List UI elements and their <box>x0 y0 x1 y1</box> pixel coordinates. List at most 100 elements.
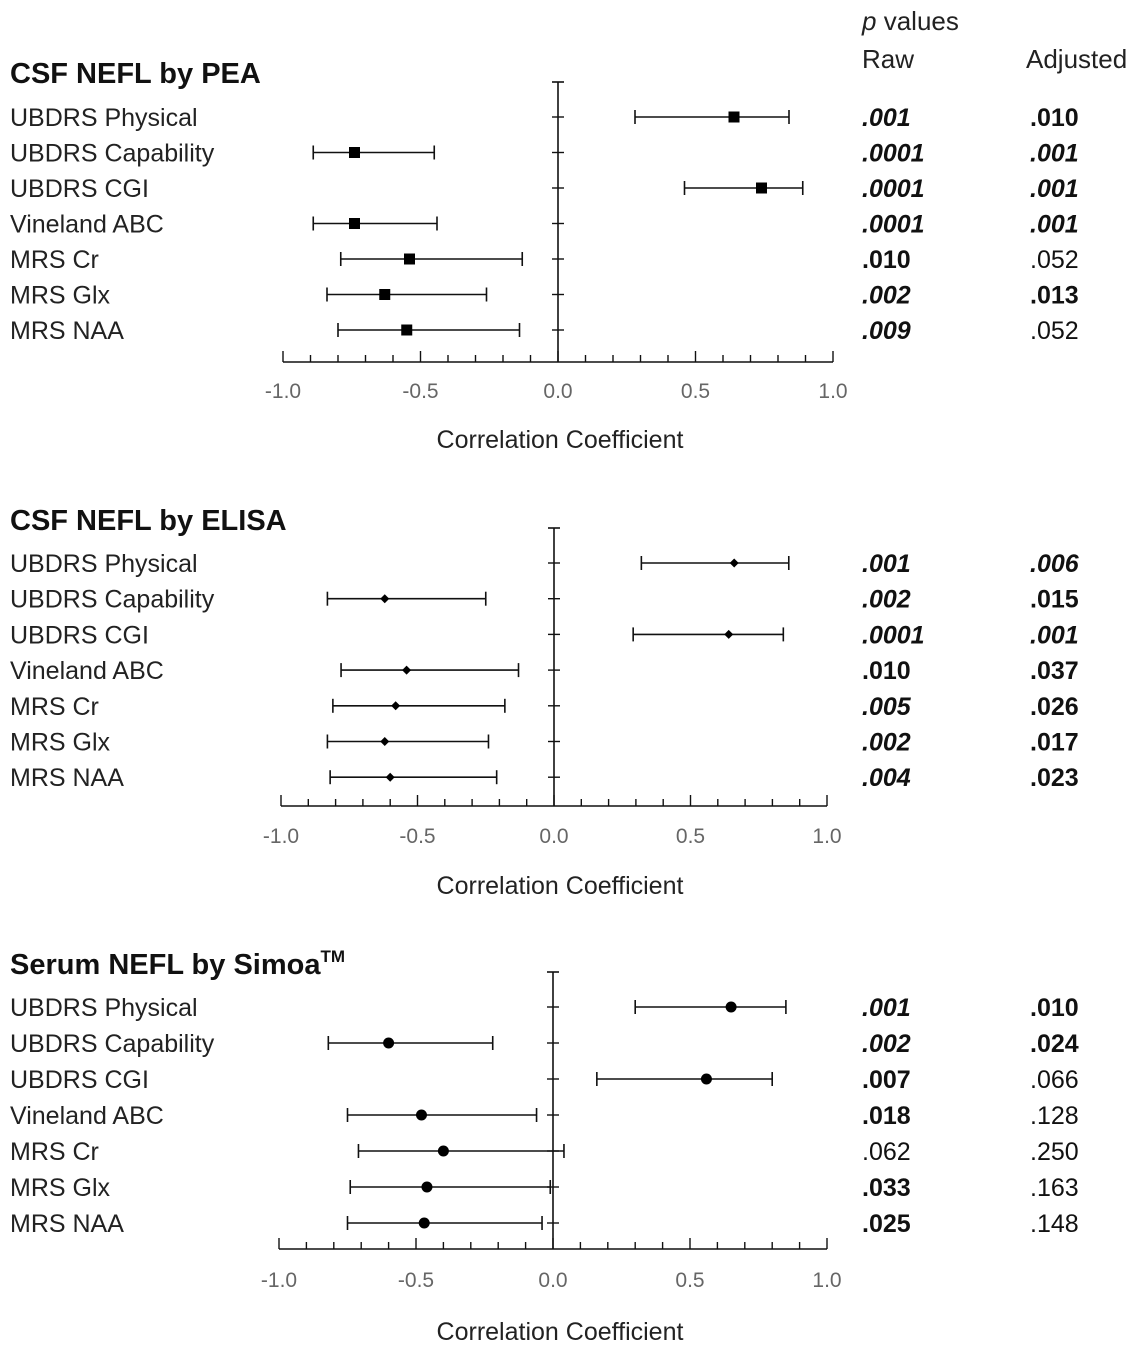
p-adjusted-mrs-naa: .052 <box>1030 317 1079 345</box>
estimate-marker-mrs-cr <box>437 1145 449 1157</box>
x-tick-label: 1.0 <box>812 825 841 848</box>
x-axis-title: Correlation Coefficient <box>437 872 684 900</box>
row-label-ubdrs-physical: UBDRS Physical <box>10 994 198 1022</box>
row-label-mrs-cr: MRS Cr <box>10 246 99 274</box>
p-raw-vineland-abc: .018 <box>862 1102 911 1130</box>
p-raw-ubdrs-physical: .001 <box>862 104 911 132</box>
p-adjusted-mrs-glx: .017 <box>1030 729 1079 757</box>
p-adjusted-vineland-abc: .128 <box>1030 1102 1079 1130</box>
p-raw-ubdrs-physical: .001 <box>862 994 911 1022</box>
row-label-mrs-cr: MRS Cr <box>10 693 99 721</box>
p-raw-ubdrs-capability: .0001 <box>862 140 925 168</box>
estimate-marker-ubdrs-capability <box>349 147 360 158</box>
p-raw-ubdrs-cgi: .0001 <box>862 175 925 203</box>
p-adjusted-mrs-glx: .163 <box>1030 1174 1079 1202</box>
x-tick-label: -0.5 <box>398 1269 434 1292</box>
x-axis-title: Correlation Coefficient <box>437 426 684 454</box>
p-raw-mrs-naa: .009 <box>862 317 911 345</box>
p-raw-vineland-abc: .010 <box>862 657 911 685</box>
row-label-mrs-glx: MRS Glx <box>10 729 111 757</box>
estimate-marker-vineland-abc <box>349 218 360 229</box>
p-raw-ubdrs-cgi: .0001 <box>862 621 925 649</box>
estimate-marker-mrs-naa <box>385 772 395 782</box>
p-adjusted-ubdrs-capability: .001 <box>1030 140 1079 168</box>
p-adjusted-ubdrs-cgi: .001 <box>1030 175 1079 203</box>
row-label-mrs-naa: MRS NAA <box>10 764 124 792</box>
forest-panel-1: CSF NEFL by PEA -1.0 -0.5 0.0 0.5 1.0 Correlat… <box>10 58 1079 454</box>
p-raw-ubdrs-cgi: .007 <box>862 1066 911 1094</box>
row-label-vineland-abc: Vineland ABC <box>10 1102 164 1130</box>
row-label-mrs-cr: MRS Cr <box>10 1138 99 1166</box>
row-label-vineland-abc: Vineland ABC <box>10 657 164 685</box>
p-raw-mrs-naa: .004 <box>862 764 911 792</box>
forest-panel-3: Serum NEFL by SimoaTM -1.0 -0.5 0.0 0.5 1.0 Co… <box>10 947 1079 1345</box>
x-tick-label: 0.5 <box>681 380 710 403</box>
p-raw-mrs-glx: .002 <box>862 282 911 310</box>
estimate-marker-ubdrs-physical <box>728 111 740 123</box>
estimate-marker-ubdrs-physical <box>729 558 739 568</box>
estimate-marker-ubdrs-cgi <box>700 1073 712 1085</box>
p-adjusted-ubdrs-physical: .010 <box>1030 994 1079 1022</box>
p-raw-mrs-glx: .002 <box>862 729 911 757</box>
p-symbol: p <box>862 6 877 36</box>
estimate-marker-mrs-naa <box>401 324 413 336</box>
row-label-ubdrs-cgi: UBDRS CGI <box>10 1066 149 1094</box>
x-tick-label: 0.0 <box>543 380 572 403</box>
estimate-marker-mrs-glx <box>421 1181 433 1193</box>
p-adjusted-mrs-cr: .026 <box>1030 693 1079 721</box>
p-adjusted-ubdrs-capability: .015 <box>1030 586 1079 614</box>
x-tick-label: 0.5 <box>675 1269 704 1292</box>
row-label-ubdrs-cgi: UBDRS CGI <box>10 621 149 649</box>
estimate-marker-ubdrs-cgi <box>756 182 767 194</box>
estimate-marker-vineland-abc <box>402 665 412 675</box>
estimate-marker-mrs-glx <box>380 737 390 746</box>
row-label-ubdrs-capability: UBDRS Capability <box>10 586 215 614</box>
x-tick-label: 1.0 <box>818 380 847 403</box>
forest-panel-2: CSF NEFL by ELISA -1.0 -0.5 0.0 0.5 1.0 Correl… <box>10 505 1080 900</box>
p-raw-vineland-abc: .0001 <box>862 211 925 239</box>
estimate-marker-mrs-cr <box>391 701 401 711</box>
p-adjusted-mrs-naa: .148 <box>1030 1210 1079 1238</box>
x-tick-label: -0.5 <box>402 380 438 403</box>
p-adjusted-ubdrs-physical: .006 <box>1030 550 1080 578</box>
p-adjusted-mrs-glx: .013 <box>1030 282 1079 310</box>
x-tick-label: 0.0 <box>539 825 568 848</box>
x-tick-label: 1.0 <box>812 1269 841 1292</box>
adjusted-column-header: Adjusted <box>1026 44 1128 74</box>
row-label-ubdrs-capability: UBDRS Capability <box>10 140 215 168</box>
row-label-mrs-glx: MRS Glx <box>10 282 111 310</box>
row-label-ubdrs-capability: UBDRS Capability <box>10 1030 215 1058</box>
row-label-mrs-naa: MRS NAA <box>10 317 124 345</box>
x-tick-label: -1.0 <box>263 825 299 848</box>
x-tick-label: -1.0 <box>265 380 301 403</box>
p-adjusted-vineland-abc: .001 <box>1030 211 1079 239</box>
x-tick-label: -1.0 <box>261 1269 297 1292</box>
panel-title: CSF NEFL by ELISA <box>10 505 287 537</box>
estimate-marker-mrs-cr <box>404 253 415 265</box>
panel-title: Serum NEFL by SimoaTM <box>10 947 345 981</box>
row-label-ubdrs-physical: UBDRS Physical <box>10 550 198 578</box>
row-label-ubdrs-physical: UBDRS Physical <box>10 104 198 132</box>
estimate-marker-vineland-abc <box>415 1109 427 1121</box>
p-adjusted-ubdrs-cgi: .001 <box>1030 621 1079 649</box>
row-label-ubdrs-cgi: UBDRS CGI <box>10 175 149 203</box>
p-adjusted-ubdrs-capability: .024 <box>1030 1030 1079 1058</box>
p-adjusted-ubdrs-cgi: .066 <box>1030 1066 1079 1094</box>
p-adjusted-mrs-naa: .023 <box>1030 764 1079 792</box>
title-superscript: TM <box>321 947 346 966</box>
estimate-marker-ubdrs-capability <box>383 1037 395 1049</box>
estimate-marker-mrs-naa <box>418 1217 430 1229</box>
p-values-label: values <box>883 6 959 36</box>
p-raw-mrs-naa: .025 <box>862 1210 911 1238</box>
p-raw-mrs-cr: .062 <box>862 1138 911 1166</box>
p-adjusted-mrs-cr: .052 <box>1030 246 1079 274</box>
p-raw-mrs-cr: .010 <box>862 246 911 274</box>
row-label-vineland-abc: Vineland ABC <box>10 211 164 239</box>
p-values-header: p values <box>862 6 959 37</box>
x-tick-label: 0.5 <box>676 825 705 848</box>
row-label-mrs-glx: MRS Glx <box>10 1174 111 1202</box>
x-tick-label: -0.5 <box>399 825 435 848</box>
row-label-mrs-naa: MRS NAA <box>10 1210 124 1238</box>
p-adjusted-vineland-abc: .037 <box>1030 657 1079 685</box>
